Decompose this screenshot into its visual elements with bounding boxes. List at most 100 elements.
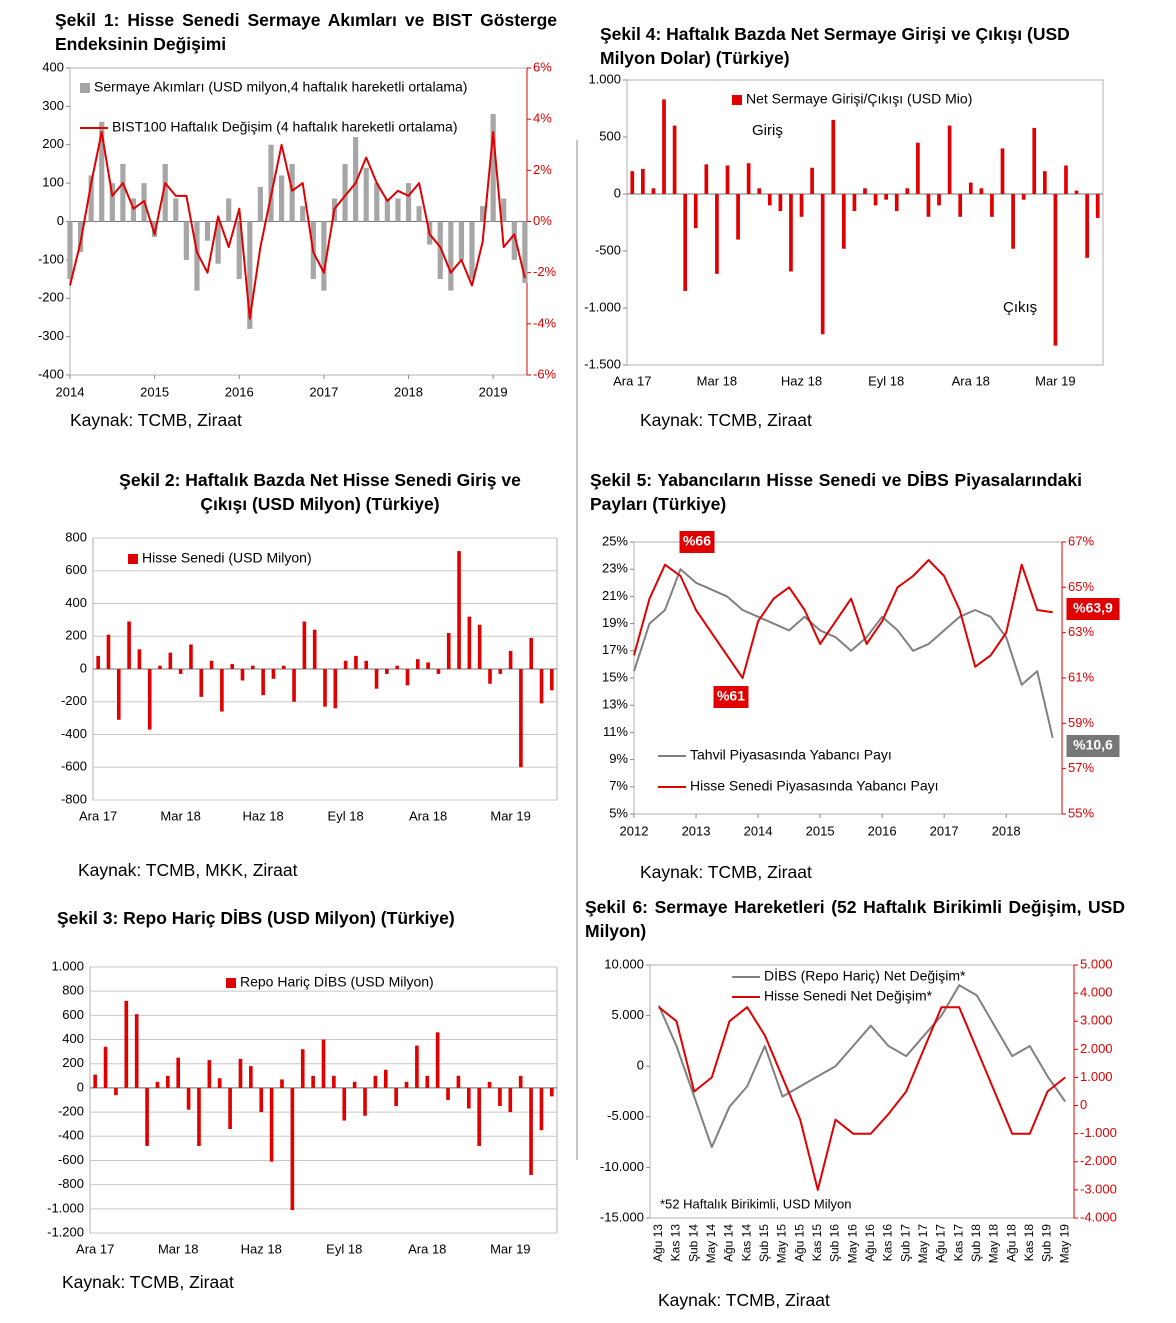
bar xyxy=(226,198,232,222)
bar xyxy=(114,1087,118,1096)
legend-label: Hisse Senedi (USD Milyon) xyxy=(142,550,312,566)
bar xyxy=(662,99,666,194)
bar xyxy=(261,669,265,696)
bar xyxy=(352,1081,357,1088)
y-tick-label: -400 xyxy=(38,366,64,381)
y2-tick-label: -4% xyxy=(533,315,557,330)
y-tick-label: 300 xyxy=(42,98,64,113)
bar xyxy=(207,1060,212,1088)
bar xyxy=(199,669,204,697)
x-tick-label: May 19 xyxy=(1057,1224,1071,1264)
chart-title: Şekil 2: Haftalık Bazda Net Hisse Senedi… xyxy=(119,470,521,514)
y2-tick-label: 65% xyxy=(1068,579,1094,594)
y-tick-label: -200 xyxy=(61,693,87,708)
x-tick-label: Eyl 18 xyxy=(326,1241,362,1256)
legend-marker xyxy=(128,554,138,564)
y2-tick-label: 4% xyxy=(533,111,552,126)
y-tick-label: -1.500 xyxy=(584,356,621,371)
bar xyxy=(416,206,422,222)
bar xyxy=(323,669,327,707)
bar xyxy=(383,1069,388,1088)
y-tick-label: 7% xyxy=(609,778,628,793)
bar xyxy=(404,1081,409,1088)
bar xyxy=(467,616,472,669)
annotation-box xyxy=(1066,598,1120,620)
x-tick-label: Ara 17 xyxy=(613,373,651,388)
bar xyxy=(374,183,380,222)
chart-title: Şekil 5: Yabancıların Hisse Senedi ve Dİ… xyxy=(590,470,1082,514)
bar xyxy=(469,221,475,280)
bar xyxy=(1095,194,1100,218)
bar xyxy=(458,221,465,260)
bar xyxy=(905,188,910,194)
x-tick-label: Ağu 15 xyxy=(792,1224,806,1262)
bar xyxy=(436,669,441,674)
y2-tick-label: 5.000 xyxy=(1080,956,1113,971)
bar xyxy=(757,188,762,194)
x-tick-label: May 15 xyxy=(775,1224,789,1264)
bar xyxy=(333,669,338,709)
bar xyxy=(321,1039,326,1088)
legend-marker xyxy=(732,95,742,105)
bar xyxy=(147,669,152,730)
legend-label: Hisse Senedi Piyasasında Yabancı Payı xyxy=(690,778,939,794)
bar xyxy=(884,194,889,200)
bar xyxy=(290,1087,295,1211)
y2-tick-label: 4.000 xyxy=(1080,985,1113,1000)
bar xyxy=(158,665,162,669)
x-tick-label: Mar 19 xyxy=(1035,373,1075,388)
chart-title: Şekil 1: Hisse Senedi Sermaye Akımları v… xyxy=(55,10,557,54)
bar xyxy=(96,655,100,669)
bar xyxy=(271,669,276,679)
y2-tick-label: -1.000 xyxy=(1080,1125,1117,1140)
plot-frame xyxy=(89,966,558,1234)
bar xyxy=(106,634,111,669)
bar xyxy=(894,194,899,212)
bar xyxy=(312,629,317,669)
x-tick-label: Kas 18 xyxy=(1022,1224,1036,1262)
y-tick-label: -200 xyxy=(58,1104,84,1119)
y2-tick-label: -6% xyxy=(533,366,557,381)
x-tick-label: 2013 xyxy=(682,823,711,838)
bar xyxy=(230,664,235,669)
y2-tick-label: 6% xyxy=(533,59,552,74)
bar xyxy=(466,1087,471,1109)
bar xyxy=(67,221,73,280)
bar xyxy=(173,198,179,222)
y-tick-label: 100 xyxy=(42,175,64,190)
bar xyxy=(373,1075,378,1088)
bar xyxy=(127,621,131,669)
y-tick-label: 5.000 xyxy=(611,1007,644,1022)
bar xyxy=(137,649,142,669)
plot-frame xyxy=(626,79,1104,366)
bar xyxy=(268,144,274,222)
bar xyxy=(384,198,390,222)
line-series xyxy=(658,1006,1066,1191)
bar xyxy=(518,1075,523,1088)
x-tick-label: Ağu 14 xyxy=(722,1224,736,1262)
y-tick-label: 200 xyxy=(65,628,87,643)
x-tick-label: Haz 18 xyxy=(243,808,284,823)
x-tick-label: Şub 19 xyxy=(1040,1224,1054,1262)
x-tick-label: Ara 17 xyxy=(79,808,117,823)
bar xyxy=(251,665,255,669)
bar xyxy=(120,163,126,222)
y-tick-label: -500 xyxy=(595,242,621,257)
bar xyxy=(363,1087,367,1116)
y-tick-label: 800 xyxy=(65,529,87,544)
x-tick-label: Kas 14 xyxy=(739,1224,753,1262)
bar xyxy=(236,221,242,280)
bar xyxy=(395,665,399,669)
bar xyxy=(498,1087,502,1107)
y-tick-label: -400 xyxy=(61,726,87,741)
y-tick-label: 17% xyxy=(602,642,628,657)
y-tick-label: -600 xyxy=(58,1152,84,1167)
y-tick-label: -200 xyxy=(38,290,64,305)
y-tick-label: -600 xyxy=(61,759,87,774)
bar xyxy=(508,1087,513,1113)
y-tick-label: 11% xyxy=(603,724,628,739)
y2-tick-label: -2% xyxy=(533,264,557,279)
bar xyxy=(1074,190,1079,194)
bar xyxy=(479,206,486,222)
